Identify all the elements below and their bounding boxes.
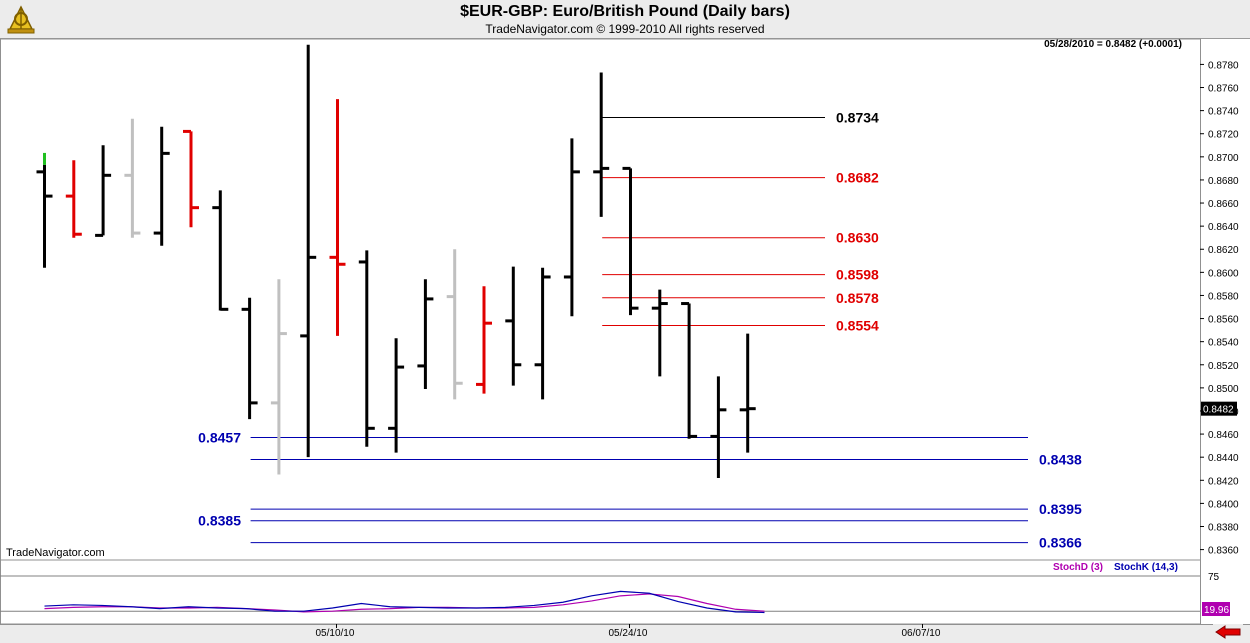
y-tick-label: 0.8620	[1208, 245, 1239, 256]
fib-level-label: 0.8682	[836, 170, 879, 186]
fib-level-label: 0.8395	[1039, 501, 1082, 517]
fib-level-label: 0.8438	[1039, 451, 1082, 467]
ohlc-bar	[300, 44, 317, 458]
ohlc-bar	[417, 279, 434, 390]
fib-level-label: 0.8366	[1039, 535, 1082, 551]
watermark-text: TradeNavigator.com	[6, 547, 105, 559]
date-axis-bar	[0, 624, 1250, 643]
ohlc-bar	[329, 99, 346, 336]
last-value-readout: 05/28/2010 = 0.8482 (+0.0001)	[1044, 39, 1182, 50]
title-bar: $EUR-GBP: Euro/British Pound (Daily bars…	[0, 0, 1250, 39]
x-tick-label: 05/24/10	[609, 628, 648, 639]
fib-level-label: 0.8578	[836, 290, 879, 306]
y-tick-label: 0.8360	[1208, 546, 1239, 557]
ohlc-bar	[270, 279, 287, 475]
ohlc-bar	[124, 118, 141, 238]
ohlc-bar	[388, 338, 405, 453]
current-price-label: 0.8482	[1203, 405, 1234, 416]
y-tick-label: 0.8420	[1208, 476, 1239, 487]
y-tick-label: 0.8700	[1208, 153, 1239, 164]
y-tick-label: 0.8760	[1208, 84, 1239, 95]
sextant-logo-icon	[7, 5, 35, 34]
ohlc-bar	[95, 145, 112, 237]
fib-level-label: 0.8598	[836, 267, 879, 283]
y-tick-label: 0.8600	[1208, 268, 1239, 279]
ohlc-bar	[563, 138, 580, 317]
ohlc-bar	[593, 72, 610, 217]
ohlc-bar	[446, 249, 463, 400]
stoch-legend-k: StochK (14,3)	[1114, 562, 1178, 573]
x-tick-label: 05/10/10	[316, 628, 355, 639]
fib-level-label: 0.8630	[836, 230, 879, 246]
ohlc-bar	[212, 190, 229, 311]
y-tick-label: 0.8720	[1208, 130, 1239, 141]
ohlc-bar	[36, 152, 53, 268]
y-tick-label: 0.8680	[1208, 176, 1239, 187]
stoch-current-label: 19.96	[1204, 605, 1229, 616]
y-tick-label: 0.8400	[1208, 499, 1239, 510]
ohlc-bar	[622, 166, 639, 316]
y-tick-label: 0.8440	[1208, 453, 1239, 464]
ohlc-bar	[534, 267, 551, 400]
fib-level-label: 0.8457	[198, 430, 241, 446]
y-tick-label: 0.8500	[1208, 384, 1239, 395]
fib-level-label: 0.8734	[836, 110, 879, 126]
fib-level-label: 0.8385	[198, 513, 241, 529]
y-tick-label: 0.8660	[1208, 199, 1239, 210]
stoch-current-box	[1202, 602, 1230, 616]
y-tick-label: 0.8520	[1208, 361, 1239, 372]
ohlc-bar	[505, 266, 522, 386]
y-tick-label: 0.8560	[1208, 315, 1239, 326]
ohlc-bar	[681, 302, 698, 439]
ohlc-bar	[153, 126, 170, 246]
ohlc-bar	[739, 333, 756, 453]
x-tick-label: 06/07/10	[902, 628, 941, 639]
y-tick-label: 0.8460	[1208, 430, 1239, 441]
ohlc-bar	[476, 286, 492, 394]
stochastic-pane-frame	[0, 559, 1201, 625]
ohlc-bar	[241, 297, 258, 420]
ohlc-bar	[65, 160, 82, 238]
ohlc-bar	[358, 250, 375, 447]
ohlc-bar	[183, 129, 199, 228]
ohlc-bar	[710, 376, 727, 478]
y-tick-label: 0.8380	[1208, 522, 1239, 533]
stoch-series-line	[44, 590, 765, 614]
chart-title: $EUR-GBP: Euro/British Pound (Daily bars…	[460, 3, 790, 20]
y-tick-label: 0.8640	[1208, 222, 1239, 233]
y-tick-label: 0.8540	[1208, 338, 1239, 349]
y-tick-label: 0.8780	[1208, 60, 1239, 71]
scroll-left-arrow-icon[interactable]	[1213, 624, 1243, 640]
stoch-tick-label: 75	[1208, 572, 1220, 583]
y-tick-label: 0.8580	[1208, 291, 1239, 302]
current-price-box	[1201, 401, 1237, 416]
stoch-legend-d: StochD (3)	[1053, 562, 1103, 573]
fib-level-label: 0.8554	[836, 317, 879, 333]
chart-subtitle: TradeNavigator.com © 1999-2010 All right…	[485, 22, 765, 36]
stoch-series-line	[44, 593, 765, 613]
y-tick-label: 0.8740	[1208, 107, 1239, 118]
ohlc-bar	[651, 289, 668, 377]
